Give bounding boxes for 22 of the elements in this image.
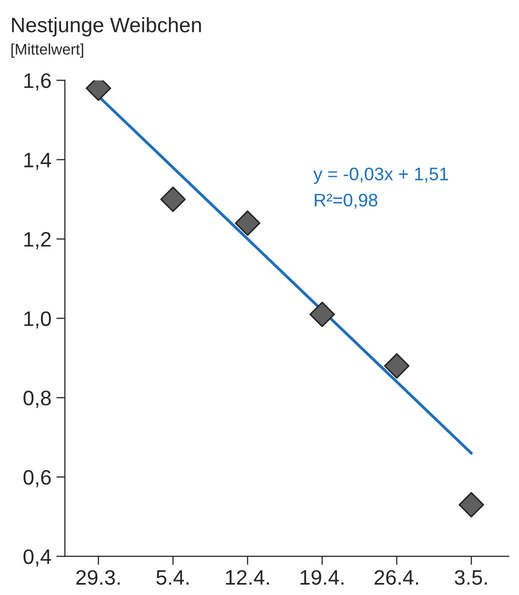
- annotation: R²=0,98: [314, 194, 378, 209]
- point: [384, 353, 410, 379]
- point: [458, 492, 484, 518]
- x-tick-label: 3.5.: [454, 570, 487, 585]
- x-tick-label: 5.4.: [156, 570, 188, 585]
- x-tick-label: 19.4.: [300, 570, 344, 585]
- y-tick-label: 0,8: [24, 390, 51, 408]
- annotation: y = -0,03x + 1,51: [313, 168, 448, 184]
- point: [234, 210, 260, 236]
- y-tick-label: 0,6: [24, 470, 51, 488]
- y-tick-label: 1,6: [24, 73, 51, 91]
- x-tick-label: 12.4.: [226, 570, 269, 585]
- y-tick-label: 1,2: [24, 232, 51, 250]
- y-tick-label: 0,4: [24, 549, 52, 567]
- x-tick-label: 26.4.: [374, 570, 418, 585]
- x-tick-label: 29.3.: [76, 570, 120, 585]
- point: [309, 302, 335, 328]
- point: [160, 186, 186, 212]
- y-tick-label: 1,0: [24, 311, 51, 329]
- y-axis-title: [Mittelwert]: [11, 43, 84, 58]
- y-tick-label: 1,4: [24, 152, 52, 170]
- chart-title: Nestjunge Weibchen: [12, 17, 201, 36]
